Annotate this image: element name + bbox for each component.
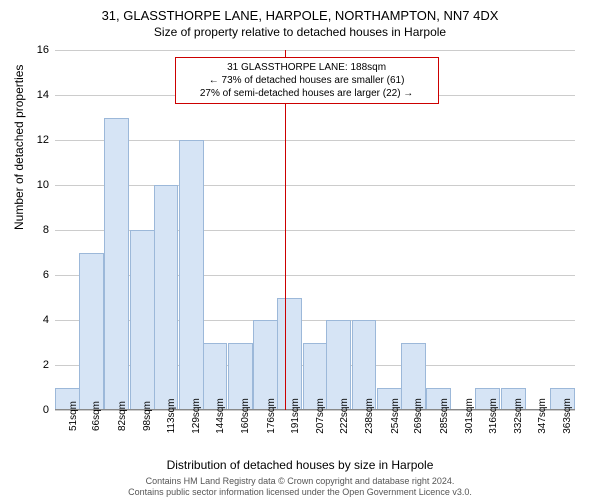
x-tick-label: 98sqm xyxy=(142,401,153,431)
x-tick-label: 66sqm xyxy=(91,401,102,431)
x-tick-label: 82sqm xyxy=(117,401,128,431)
histogram-bar xyxy=(79,253,104,411)
chart-title: 31, GLASSTHORPE LANE, HARPOLE, NORTHAMPT… xyxy=(0,0,600,23)
histogram-bar xyxy=(179,140,204,410)
x-tick-label: 285sqm xyxy=(439,398,450,434)
x-tick-label: 269sqm xyxy=(413,398,424,434)
x-tick-label: 363sqm xyxy=(562,398,573,434)
x-tick-label: 254sqm xyxy=(390,398,401,434)
x-tick-label: 301sqm xyxy=(464,398,475,434)
grid-line xyxy=(55,140,575,141)
y-tick-label: 2 xyxy=(43,359,49,371)
grid-line xyxy=(55,50,575,51)
x-tick-label: 332sqm xyxy=(513,398,524,434)
x-tick-label: 207sqm xyxy=(315,398,326,434)
annotation-line3: 27% of semi-detached houses are larger (… xyxy=(182,87,432,100)
y-tick-label: 10 xyxy=(37,179,49,191)
footer-line1: Contains HM Land Registry data © Crown c… xyxy=(0,476,600,487)
annotation-line1: 31 GLASSTHORPE LANE: 188sqm xyxy=(182,61,432,74)
x-tick-label: 51sqm xyxy=(68,401,79,431)
x-tick-label: 129sqm xyxy=(191,398,202,434)
x-tick-label: 222sqm xyxy=(339,398,350,434)
histogram-bar xyxy=(154,185,179,410)
x-tick-label: 191sqm xyxy=(290,398,301,434)
x-tick-label: 113sqm xyxy=(166,399,177,434)
x-tick-label: 160sqm xyxy=(240,398,251,434)
y-axis-label: Number of detached properties xyxy=(12,65,26,230)
x-tick-label: 176sqm xyxy=(266,398,277,434)
histogram-bar xyxy=(104,118,129,411)
y-tick-label: 8 xyxy=(43,224,49,236)
y-tick-label: 4 xyxy=(43,314,49,326)
histogram-bar xyxy=(277,298,302,411)
x-tick-label: 347sqm xyxy=(537,398,548,434)
y-tick-label: 0 xyxy=(43,404,49,416)
x-axis-title: Distribution of detached houses by size … xyxy=(0,458,600,472)
y-tick-label: 6 xyxy=(43,269,49,281)
annotation-line2: ← 73% of detached houses are smaller (61… xyxy=(182,74,432,87)
x-tick-label: 316sqm xyxy=(488,398,499,434)
histogram-bar xyxy=(352,320,377,410)
chart-subtitle: Size of property relative to detached ho… xyxy=(0,25,600,39)
grid-line xyxy=(55,185,575,186)
footer-line2: Contains public sector information licen… xyxy=(0,487,600,498)
x-tick-label: 238sqm xyxy=(364,398,375,434)
y-tick-label: 14 xyxy=(37,89,49,101)
chart-container: 31, GLASSTHORPE LANE, HARPOLE, NORTHAMPT… xyxy=(0,0,600,500)
histogram-bar xyxy=(326,320,351,410)
x-tick-label: 144sqm xyxy=(215,398,226,434)
histogram-bar xyxy=(253,320,278,410)
footer-attribution: Contains HM Land Registry data © Crown c… xyxy=(0,476,600,498)
histogram-bar xyxy=(130,230,155,410)
y-tick-label: 16 xyxy=(37,44,49,56)
y-tick-label: 12 xyxy=(37,134,49,146)
plot-area: 024681012141651sqm66sqm82sqm98sqm113sqm1… xyxy=(55,50,575,410)
annotation-box: 31 GLASSTHORPE LANE: 188sqm← 73% of deta… xyxy=(175,57,439,104)
